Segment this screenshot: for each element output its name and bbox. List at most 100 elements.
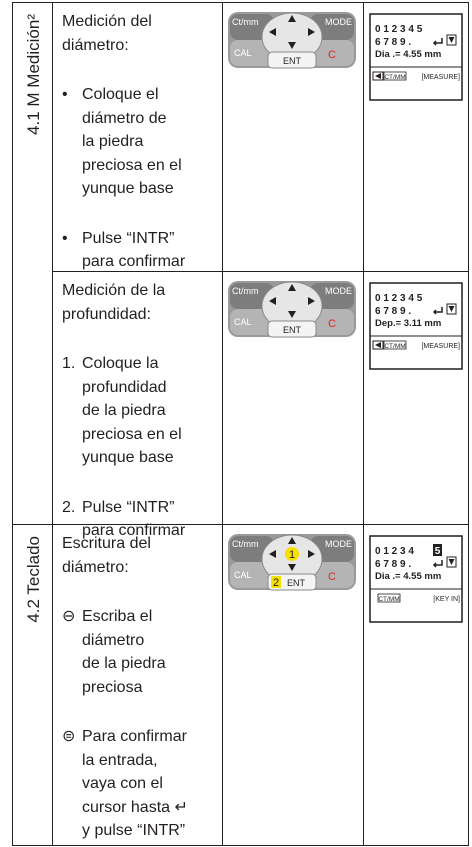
lcd-display: 0 1 2 3 4 5 6 7 8 9 .Dia .= 4.55 mm CT/MM [K… bbox=[369, 535, 463, 623]
table-cell bbox=[363, 2, 469, 272]
step-text: Pulse “INTR” para confirmar bbox=[82, 229, 186, 271]
down-icon-box bbox=[446, 34, 457, 46]
mode-box bbox=[383, 71, 407, 81]
step-item: • Pulse “INTR” para confirmar bbox=[62, 227, 220, 274]
enter-key bbox=[267, 51, 317, 69]
table-cell bbox=[222, 524, 364, 846]
step-marker: • bbox=[62, 229, 68, 247]
step-text: Coloque la profundidad de la piedra prec… bbox=[82, 355, 182, 466]
mode-box bbox=[377, 593, 401, 603]
lcd-display: 0 1 2 3 4 5 6 7 8 9 .Dia .= 4.55 mm CT/MM [… bbox=[369, 13, 463, 101]
lcd-frame bbox=[369, 282, 463, 370]
down-icon bbox=[448, 559, 455, 565]
enter-icon bbox=[432, 560, 443, 568]
key-label: MODE bbox=[325, 539, 352, 549]
lcd-mode: CT/MM bbox=[378, 596, 399, 603]
row-heading: Escritura del diámetro: bbox=[62, 535, 151, 576]
keypad: 1 2 Ct/mm MODE CAL ENT C bbox=[228, 534, 356, 591]
dpad-arrow bbox=[288, 42, 296, 49]
key-bottom-left bbox=[230, 309, 274, 335]
key-bottom-right bbox=[310, 562, 354, 588]
lcd-status: [MEASURE] bbox=[421, 343, 460, 350]
key-label: Ct/mm bbox=[232, 17, 259, 27]
table-cell bbox=[363, 271, 469, 525]
enter-icon bbox=[432, 307, 443, 315]
lcd-display: 0 1 2 3 4 5 6 7 8 9 .Dep.= 3.11 mm CT/MM [M… bbox=[369, 282, 463, 370]
row-heading: Medición del diámetro: bbox=[62, 13, 152, 54]
step-item: 2. Pulse “INTR” para confirmar bbox=[62, 496, 220, 543]
back-icon bbox=[372, 71, 384, 81]
key-label: CAL bbox=[234, 570, 252, 580]
lcd-reading: Dia .= 4.55 mm bbox=[375, 571, 441, 582]
table-cell bbox=[222, 271, 364, 525]
key-label: C bbox=[328, 49, 336, 61]
keypad-marker: 2 bbox=[273, 577, 279, 589]
lcd-status: [KEY IN] bbox=[433, 596, 460, 603]
key-label: ENT bbox=[283, 325, 302, 335]
lcd-digits: 0 1 2 3 4 5 bbox=[375, 293, 423, 304]
key-label: CAL bbox=[234, 317, 252, 327]
step-marker: ⊜ bbox=[62, 728, 76, 745]
keypad: Ct/mm MODE CAL ENT C bbox=[228, 281, 356, 338]
dpad-arrow bbox=[288, 284, 296, 291]
lcd-digits: 0 1 2 3 4 5 bbox=[375, 24, 423, 35]
down-icon-box bbox=[446, 303, 457, 315]
lcd-frame bbox=[369, 535, 463, 623]
step-marker: 1. bbox=[62, 355, 76, 372]
lcd-reading: Dia .= 4.55 mm bbox=[375, 49, 441, 60]
lcd-digits: 6 7 8 9 . bbox=[375, 37, 411, 48]
step-item: • Coloque el diámetro de la piedra precio… bbox=[62, 83, 220, 201]
lcd-digits: 0 1 2 3 4 bbox=[375, 546, 414, 557]
key-label: C bbox=[328, 571, 336, 583]
section-label: 4.2 Teclado bbox=[24, 536, 43, 623]
key-bottom-right bbox=[310, 309, 354, 335]
keypad-marker: 1 bbox=[289, 549, 295, 561]
dpad-arrow bbox=[288, 564, 296, 571]
dpad-arrow bbox=[288, 537, 296, 544]
section-cell bbox=[12, 524, 53, 846]
step-marker: 2. bbox=[62, 498, 76, 516]
step-text: Pulse “INTR” para confirmar bbox=[82, 498, 186, 540]
row-heading: Medición de la profundidad: bbox=[62, 282, 166, 323]
step-item: ⊖ Escriba el diámetro de la piedra precio… bbox=[62, 605, 220, 699]
lcd-digits: 6 7 8 9 . bbox=[375, 559, 411, 570]
lcd-highlight: 5 bbox=[435, 546, 441, 557]
key-bottom-right bbox=[310, 40, 354, 66]
step-marker: ⊖ bbox=[62, 608, 76, 625]
section-label: 4.1 M Medición² bbox=[24, 14, 43, 135]
key-label: C bbox=[328, 318, 336, 330]
enter-icon bbox=[432, 38, 443, 46]
down-icon bbox=[448, 37, 455, 43]
table-cell bbox=[363, 524, 469, 846]
mode-box bbox=[383, 340, 407, 350]
section-cell bbox=[12, 2, 53, 525]
marker-dot bbox=[285, 547, 299, 561]
lcd-frame bbox=[369, 13, 463, 101]
key-label: MODE bbox=[325, 286, 352, 296]
step-marker: • bbox=[62, 86, 68, 103]
down-icon-box bbox=[446, 556, 457, 568]
lcd-status: [MEASURE] bbox=[421, 74, 460, 81]
key-bottom-left bbox=[230, 40, 274, 66]
key-label: Ct/mm bbox=[232, 286, 259, 296]
step-text: Coloque el diámetro de la piedra precios… bbox=[82, 86, 182, 197]
down-icon bbox=[448, 306, 455, 312]
dpad-arrow bbox=[288, 311, 296, 318]
lcd-cursor bbox=[433, 544, 442, 556]
dpad-arrow bbox=[308, 297, 315, 305]
key-label: CAL bbox=[234, 48, 252, 58]
lcd-mode: CT/MM bbox=[384, 343, 405, 350]
dpad-arrow bbox=[269, 297, 276, 305]
dpad-arrow bbox=[269, 28, 276, 36]
dpad-arrow bbox=[269, 550, 276, 558]
dpad-arrow bbox=[308, 550, 315, 558]
enter-key bbox=[267, 320, 317, 338]
back-arrow bbox=[375, 73, 381, 79]
key-label: MODE bbox=[325, 17, 352, 27]
back-icon bbox=[372, 340, 384, 350]
step-item: ⊜ Para confirmar la entrada, vaya con el … bbox=[62, 725, 220, 843]
step-text: Para confirmar la entrada, vaya con el c… bbox=[82, 728, 188, 839]
table-cell bbox=[222, 2, 364, 272]
